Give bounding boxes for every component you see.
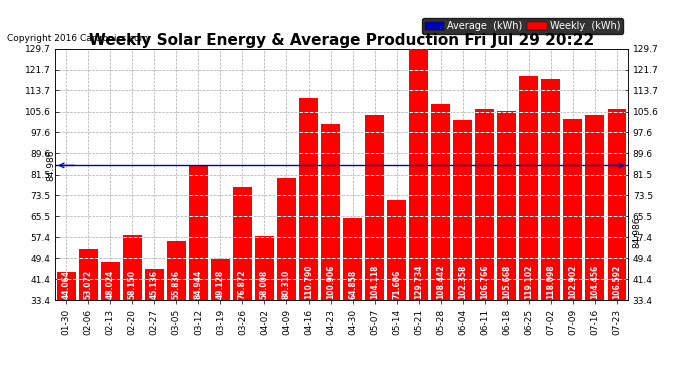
Text: 104.456: 104.456: [591, 264, 600, 299]
Text: 118.098: 118.098: [546, 264, 555, 299]
Text: 108.442: 108.442: [436, 264, 445, 299]
Bar: [299, 98, 318, 300]
Text: 84.986: 84.986: [632, 217, 641, 249]
Bar: [564, 118, 582, 300]
Text: Copyright 2016 Cartronics.com: Copyright 2016 Cartronics.com: [7, 34, 148, 43]
Title: Weekly Solar Energy & Average Production Fri Jul 29 20:22: Weekly Solar Energy & Average Production…: [89, 33, 594, 48]
Text: 44.064: 44.064: [61, 270, 70, 299]
Bar: [79, 249, 97, 300]
Bar: [607, 109, 627, 300]
Bar: [123, 236, 141, 300]
Text: 58.150: 58.150: [128, 270, 137, 299]
Bar: [145, 269, 164, 300]
Bar: [277, 178, 296, 300]
Bar: [343, 218, 362, 300]
Text: 104.118: 104.118: [370, 264, 379, 299]
Text: 119.102: 119.102: [524, 264, 533, 299]
Text: 71.606: 71.606: [392, 270, 401, 299]
Bar: [233, 187, 252, 300]
Text: 84.986: 84.986: [46, 150, 55, 181]
Text: 105.668: 105.668: [502, 264, 511, 299]
Text: 84.944: 84.944: [194, 270, 203, 299]
Text: 102.358: 102.358: [458, 264, 467, 299]
Text: 49.128: 49.128: [216, 270, 225, 299]
Bar: [542, 79, 560, 300]
Bar: [520, 76, 538, 300]
Text: 129.734: 129.734: [414, 264, 423, 299]
Bar: [189, 165, 208, 300]
Bar: [409, 49, 428, 300]
Bar: [586, 115, 604, 300]
Text: 55.836: 55.836: [172, 270, 181, 299]
Text: 76.872: 76.872: [238, 269, 247, 299]
Text: 48.024: 48.024: [106, 270, 115, 299]
Bar: [431, 104, 450, 300]
Bar: [321, 124, 340, 300]
Text: 110.790: 110.790: [304, 264, 313, 299]
Bar: [167, 242, 186, 300]
Text: 106.766: 106.766: [480, 264, 489, 299]
Text: 102.902: 102.902: [569, 264, 578, 299]
Bar: [365, 116, 384, 300]
Text: 64.858: 64.858: [348, 270, 357, 299]
Text: 58.008: 58.008: [260, 270, 269, 299]
Bar: [475, 109, 494, 300]
Bar: [255, 236, 274, 300]
Text: 100.906: 100.906: [326, 264, 335, 299]
Bar: [497, 111, 516, 300]
Text: 80.310: 80.310: [282, 270, 291, 299]
Legend: Average  (kWh), Weekly  (kWh): Average (kWh), Weekly (kWh): [422, 18, 623, 34]
Text: 45.136: 45.136: [150, 270, 159, 299]
Bar: [101, 262, 119, 300]
Text: 53.072: 53.072: [83, 270, 92, 299]
Text: 106.592: 106.592: [613, 264, 622, 299]
Bar: [453, 120, 472, 300]
Bar: [57, 272, 76, 300]
Bar: [211, 259, 230, 300]
Bar: [387, 200, 406, 300]
